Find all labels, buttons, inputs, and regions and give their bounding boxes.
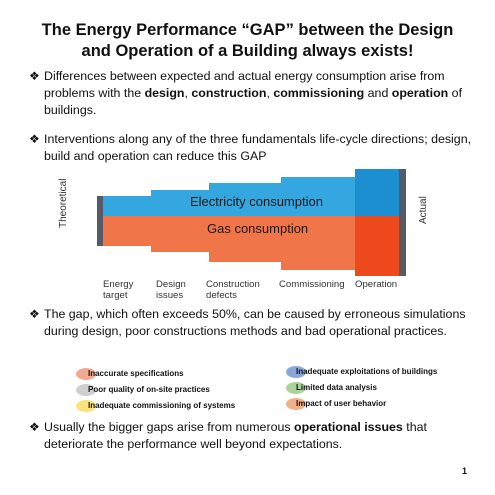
bullet3-text: The gap, which often exceeds 50%, can be… <box>44 307 466 338</box>
bullet1-sep2: , <box>266 86 274 100</box>
gas-consumption-label: Gas consumption <box>207 221 309 236</box>
title-line-1: The Energy Performance “GAP” between the… <box>41 21 454 39</box>
stage-operation: Operation <box>355 279 397 290</box>
stage-label-line1: Commissioning <box>279 279 345 290</box>
bullet4-end: that deteriorate the performance well be… <box>44 420 427 451</box>
bullet-diamond-icon: ❖ <box>29 132 40 146</box>
bullet1-text: Differences between expected and actual … <box>44 69 445 100</box>
legend-dot-poor-quality <box>76 384 96 396</box>
legend-dot-inadequate-exploitations <box>286 366 306 378</box>
legend-dot-user-behavior <box>286 398 306 410</box>
legend-poor-quality: Poor quality of on-site practices <box>88 385 210 394</box>
bullet-interventions: ❖ Interventions along any of the three f… <box>29 131 474 165</box>
bullet-diamond-icon: ❖ <box>29 307 40 321</box>
gas-step-construction <box>209 216 281 262</box>
bullet1-design: design <box>144 86 185 100</box>
page-number: 1 <box>461 466 467 476</box>
legend-dot-inadequate-commissioning <box>76 400 96 412</box>
title-line-2: and Operation of a Building always exist… <box>81 42 414 60</box>
legend-inaccurate-specifications: Inaccurate specifications <box>88 369 184 378</box>
electricity-step-operation <box>355 169 399 216</box>
actual-marker <box>399 169 406 276</box>
stage-label-line2: target <box>103 290 128 301</box>
bullet-diamond-icon: ❖ <box>29 420 40 434</box>
stage-label-line1: Energy <box>103 279 134 290</box>
electricity-step-design <box>151 190 209 216</box>
legend-limited-data: Limited data analysis <box>296 383 377 392</box>
legend-user-behavior: Impact of user behavior <box>296 399 387 408</box>
electricity-step-construction <box>209 183 281 216</box>
bullet-design-issues: ❖ Differences between expected and actua… <box>29 68 474 119</box>
bullet1-sep1: , <box>184 86 192 100</box>
bullet-operational-issues: ❖ Usually the bigger gaps arise from num… <box>29 419 474 453</box>
gas-step-design <box>151 216 209 252</box>
electricity-step-energy-target <box>103 196 151 216</box>
stage-commissioning: Commissioning <box>279 279 345 290</box>
electricity-step-commissioning <box>281 177 355 216</box>
bullet-gap-causes: ❖ The gap, which often exceeds 50%, can … <box>29 306 474 340</box>
bullet4-text: Usually the bigger gaps arise from numer… <box>44 420 294 434</box>
bullet4-operational-issues: operational issues <box>294 420 403 434</box>
bullet1-sep3: and <box>364 86 392 100</box>
stage-label-line1: Operation <box>355 279 398 290</box>
stage-construction-defects: Construction defects <box>206 279 260 301</box>
gas-step-energy-target <box>103 216 151 246</box>
stage-label-line1: Construction <box>206 279 260 290</box>
theoretical-label: Theoretical <box>58 178 69 228</box>
bullet1-commissioning: commissioning <box>273 86 365 100</box>
legend-inadequate-exploitations: Inadequate exploitations of buildings <box>296 367 438 376</box>
gas-step-operation <box>355 216 399 276</box>
gas-step-commissioning <box>281 216 355 270</box>
stage-label-line1: Design <box>156 279 186 290</box>
stage-label-line2: defects <box>206 290 237 301</box>
bullet-diamond-icon: ❖ <box>29 69 40 83</box>
actual-label: Actual <box>418 196 429 224</box>
bullet1-construction: construction <box>191 86 267 100</box>
legend-dot-inaccurate-specifications <box>76 368 96 380</box>
legend-dot-limited-data <box>286 382 306 394</box>
electricity-consumption-label: Electricity consumption <box>190 194 323 209</box>
stage-energy-target: Energy target <box>103 279 133 301</box>
legend-inadequate-commissioning: Inadequate commissioning of systems <box>88 401 236 410</box>
page-title: The Energy Performance “GAP” between the… <box>10 20 485 62</box>
theoretical-marker <box>97 196 103 246</box>
bullet1-operation: operation <box>391 86 449 100</box>
bullet2-text: Interventions along any of the three fun… <box>44 132 472 163</box>
stage-label-line2: issues <box>156 290 184 301</box>
stage-design-issues: Design issues <box>156 279 186 301</box>
bullet1-end: of buildings. <box>44 86 463 117</box>
